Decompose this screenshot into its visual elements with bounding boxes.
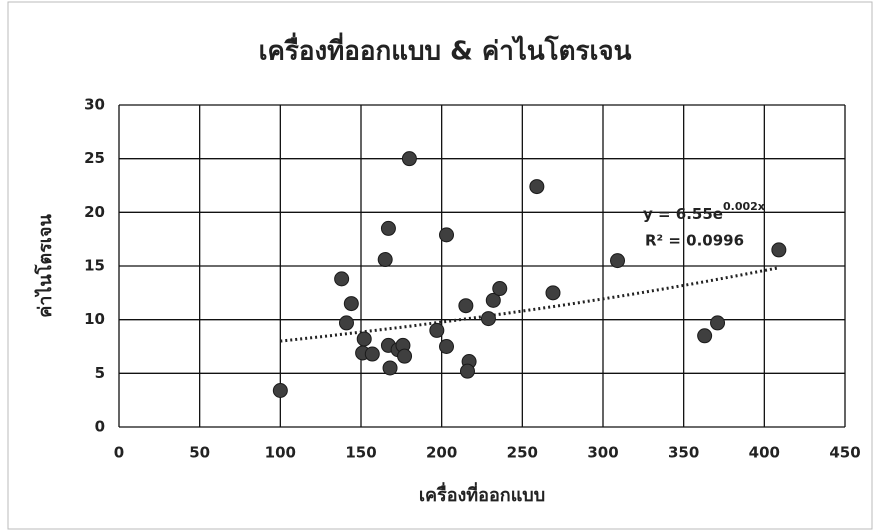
scatter-point	[356, 331, 372, 347]
x-tick-label: 400	[749, 444, 780, 462]
scatter-point	[401, 151, 417, 167]
trendline-r2: R² = 0.0996	[645, 232, 744, 250]
x-tick-label: 200	[426, 444, 457, 462]
y-tick-label: 25	[84, 149, 105, 167]
scatter-point	[545, 285, 561, 301]
y-tick-label: 10	[84, 310, 105, 328]
scatter-point	[272, 383, 288, 399]
scatter-point	[439, 227, 455, 243]
y-tick-label: 30	[84, 96, 105, 114]
chart-title: เครื่องที่ออกแบบ & ค่าไนโตรเจน	[259, 32, 632, 67]
scatter-point	[485, 292, 501, 308]
x-tick-label: 450	[829, 444, 860, 462]
scatter-point	[429, 322, 445, 338]
scatter-point	[338, 315, 354, 331]
x-tick-label: 50	[189, 444, 210, 462]
y-tick-label: 15	[84, 257, 105, 275]
x-tick-label: 0	[114, 444, 124, 462]
y-tick-label: 0	[95, 418, 105, 436]
trendline-equation: y = 6.55e0.002x	[643, 200, 765, 223]
scatter-point	[710, 315, 726, 331]
x-tick-label: 300	[587, 444, 618, 462]
scatter-point	[343, 296, 359, 312]
scatter-point	[334, 271, 350, 287]
x-tick-label: 150	[345, 444, 376, 462]
equation-base: y = 6.55e	[643, 205, 723, 223]
plot-area	[118, 104, 846, 428]
y-tick-label: 20	[84, 203, 105, 221]
scatter-point	[697, 328, 713, 344]
trendline	[280, 266, 780, 343]
x-tick-label: 100	[265, 444, 296, 462]
scatter-point	[364, 346, 380, 362]
scatter-point	[377, 252, 393, 268]
scatter-point	[771, 242, 787, 258]
x-axis-label: เครื่องที่ออกแบบ	[419, 482, 545, 506]
x-tick-label: 250	[507, 444, 538, 462]
scatter-point	[480, 311, 496, 327]
scatter-point	[380, 220, 396, 236]
scatter-point	[529, 179, 545, 195]
scatter-point	[492, 281, 508, 297]
scatter-point	[397, 348, 413, 364]
y-tick-label: 5	[95, 364, 105, 382]
scatter-point	[458, 298, 474, 314]
scatter-point	[610, 253, 626, 269]
scatter-point	[382, 360, 398, 376]
scatter-point	[439, 339, 455, 354]
x-tick-label: 350	[668, 444, 699, 462]
y-axis-label: ค่าไนโตรเจน	[34, 214, 56, 318]
scatter-point	[459, 363, 475, 379]
equation-exponent: 0.002x	[723, 200, 765, 213]
